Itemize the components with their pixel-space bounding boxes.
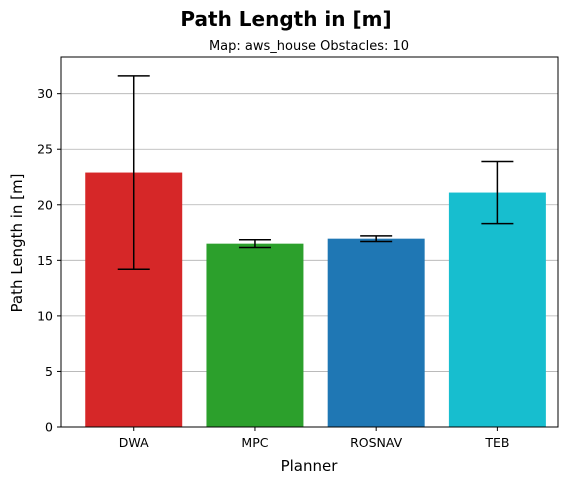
bar-teb (449, 193, 546, 427)
y-axis-label: Path Length in [m] (8, 174, 26, 313)
x-tick-label-mpc: MPC (241, 435, 268, 450)
chart-subtitle: Map: aws_house Obstacles: 10 (209, 39, 409, 54)
y-tick-label-5: 25 (37, 142, 53, 157)
bar-rosnav (328, 239, 425, 427)
y-tick-label-3: 15 (37, 253, 53, 268)
x-tick-label-dwa: DWA (119, 435, 149, 450)
y-tick-label-4: 20 (37, 197, 53, 212)
x-axis: DWA MPC ROSNAV TEB (119, 427, 510, 450)
x-axis-label: Planner (281, 457, 339, 475)
y-tick-label-0: 0 (45, 420, 53, 435)
y-tick-label-1: 5 (45, 364, 53, 379)
x-tick-label-teb: TEB (484, 435, 509, 450)
y-axis: 0 5 10 15 20 25 30 (37, 86, 61, 434)
chart-title: Path Length in [m] (180, 7, 391, 31)
bar-mpc (206, 244, 303, 427)
x-tick-label-rosnav: ROSNAV (350, 435, 403, 450)
y-tick-label-2: 10 (37, 308, 53, 323)
bars-group (85, 173, 546, 427)
y-tick-label-6: 30 (37, 86, 53, 101)
